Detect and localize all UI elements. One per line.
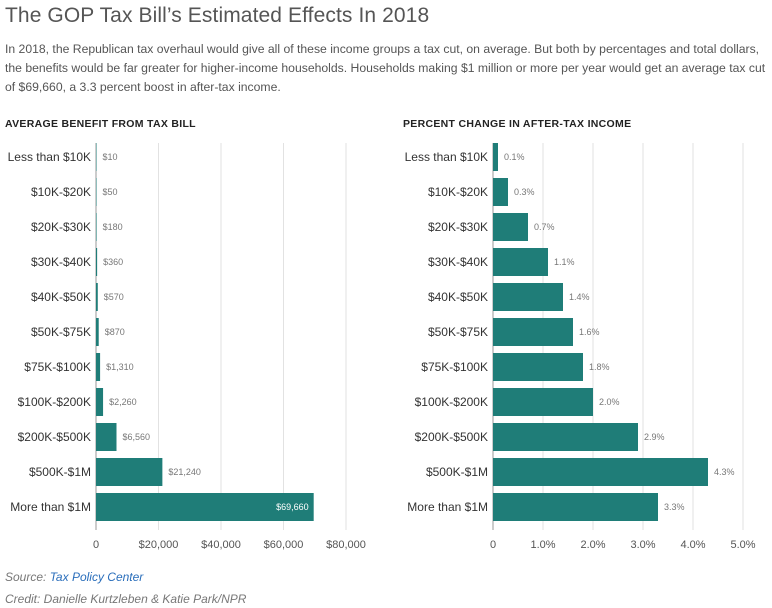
right-bar xyxy=(493,283,563,311)
right-category-label: $40K-$50K xyxy=(428,290,488,304)
right-value-label: 2.0% xyxy=(599,397,620,407)
right-x-tick-label: 0 xyxy=(490,539,496,551)
left-category-label: $40K-$50K xyxy=(31,290,91,304)
right-value-label: 1.8% xyxy=(589,362,610,372)
left-bar xyxy=(96,283,98,311)
right-bar xyxy=(493,388,593,416)
left-x-tick-label: $60,000 xyxy=(264,539,304,551)
right-bar xyxy=(493,458,708,486)
left-bar xyxy=(96,423,117,451)
right-category-label: More than $1M xyxy=(407,500,488,514)
right-value-label: 2.9% xyxy=(644,432,665,442)
left-bar xyxy=(96,248,98,276)
right-bar xyxy=(493,353,583,381)
left-bar xyxy=(96,178,97,206)
left-value-label: $69,660 xyxy=(276,502,309,512)
right-x-tick-label: 3.0% xyxy=(630,539,655,551)
left-value-label: $10 xyxy=(103,152,118,162)
right-value-label: 3.3% xyxy=(664,502,685,512)
right-x-tick-label: 5.0% xyxy=(730,539,755,551)
left-bar xyxy=(96,143,97,171)
left-bar xyxy=(96,318,99,346)
right-value-label: 1.1% xyxy=(554,257,575,267)
right-chart-heading: PERCENT CHANGE IN AFTER-TAX INCOME xyxy=(403,118,632,130)
left-category-label: Less than $10K xyxy=(8,150,91,164)
credit-line: Credit: Danielle Kurtzleben & Katie Park… xyxy=(5,592,247,606)
left-value-label: $360 xyxy=(103,257,123,267)
source-prefix: Source: xyxy=(5,570,47,584)
left-value-label: $50 xyxy=(103,187,118,197)
right-bar xyxy=(493,213,528,241)
left-value-label: $1,310 xyxy=(106,362,134,372)
left-value-label: $2,260 xyxy=(109,397,137,407)
right-category-label: $75K-$100K xyxy=(421,360,488,374)
chart-title: The GOP Tax Bill’s Estimated Effects In … xyxy=(5,4,430,27)
right-bar xyxy=(493,493,658,521)
left-value-label: $570 xyxy=(104,292,124,302)
left-bar xyxy=(96,493,314,521)
left-category-label: $75K-$100K xyxy=(24,360,91,374)
left-category-label: $100K-$200K xyxy=(18,395,91,409)
left-category-label: $500K-$1M xyxy=(29,465,91,479)
right-value-label: 1.4% xyxy=(569,292,590,302)
left-category-label: More than $1M xyxy=(10,500,91,514)
left-chart-heading: AVERAGE BENEFIT FROM TAX BILL xyxy=(5,118,196,130)
right-value-label: 0.1% xyxy=(504,152,525,162)
right-category-label: $20K-$30K xyxy=(428,220,488,234)
right-bar xyxy=(493,423,638,451)
left-x-tick-label: 0 xyxy=(93,539,99,551)
left-value-label: $6,560 xyxy=(123,432,151,442)
right-x-tick-label: 2.0% xyxy=(580,539,605,551)
right-category-label: $30K-$40K xyxy=(428,255,488,269)
right-x-tick-label: 1.0% xyxy=(530,539,555,551)
right-category-label: $500K-$1M xyxy=(426,465,488,479)
left-category-label: $50K-$75K xyxy=(31,325,91,339)
right-bar xyxy=(493,318,573,346)
left-bar xyxy=(96,388,104,416)
right-value-label: 0.7% xyxy=(534,222,555,232)
right-category-label: Less than $10K xyxy=(405,150,488,164)
right-value-label: 4.3% xyxy=(714,467,735,477)
left-category-label: $10K-$20K xyxy=(31,185,91,199)
left-bar xyxy=(96,213,97,241)
left-bar xyxy=(96,353,101,381)
right-bar xyxy=(493,248,548,276)
right-category-label: $100K-$200K xyxy=(415,395,488,409)
right-category-label: $200K-$500K xyxy=(415,430,488,444)
right-value-label: 0.3% xyxy=(514,187,535,197)
left-bar xyxy=(96,458,163,486)
right-bar xyxy=(493,178,508,206)
left-x-tick-label: $80,000 xyxy=(326,539,366,551)
right-bar xyxy=(493,143,498,171)
right-category-label: $50K-$75K xyxy=(428,325,488,339)
left-category-label: $200K-$500K xyxy=(18,430,91,444)
right-x-tick-label: 4.0% xyxy=(680,539,705,551)
left-category-label: $30K-$40K xyxy=(31,255,91,269)
left-value-label: $180 xyxy=(103,222,123,232)
chart-subtitle: In 2018, the Republican tax overhaul wou… xyxy=(5,42,766,94)
left-x-tick-label: $40,000 xyxy=(201,539,241,551)
source-line: Source: Tax Policy Center xyxy=(5,570,143,584)
left-value-label: $870 xyxy=(105,327,125,337)
left-value-label: $21,240 xyxy=(168,467,201,477)
left-x-tick-label: $20,000 xyxy=(139,539,179,551)
source-link[interactable]: Tax Policy Center xyxy=(49,570,144,584)
right-category-label: $10K-$20K xyxy=(428,185,488,199)
right-value-label: 1.6% xyxy=(579,327,600,337)
left-category-label: $20K-$30K xyxy=(31,220,91,234)
